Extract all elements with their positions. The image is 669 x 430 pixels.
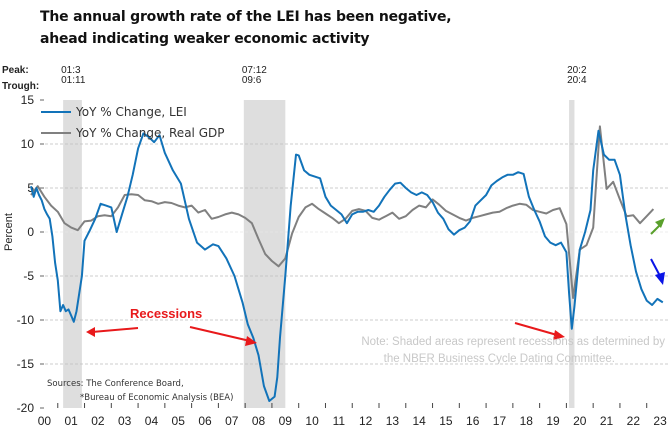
gdp-up-arrow-head xyxy=(655,218,665,228)
arrow-2020 xyxy=(514,322,558,336)
y-tick-label: -5 xyxy=(23,269,34,283)
y-tick-label: 10 xyxy=(21,137,35,151)
recession-band xyxy=(63,100,82,408)
x-tick-label: 12 xyxy=(359,414,373,428)
series-lines xyxy=(30,125,664,402)
legend-label-gdp: YoY % Change, Real GDP xyxy=(75,126,224,140)
series-line-lei xyxy=(30,129,664,402)
x-tick-label: 07 xyxy=(225,414,239,428)
lei-down-arrow-shaft xyxy=(650,258,661,277)
x-tick-label: 21 xyxy=(600,414,614,428)
trough-label: Trough: xyxy=(2,81,39,92)
x-tick-label: 00 xyxy=(38,414,52,428)
x-tick-label: 06 xyxy=(198,414,212,428)
x-tick-label: 01 xyxy=(64,414,78,428)
x-tick-label: 05 xyxy=(172,414,186,428)
x-tick-label: 17 xyxy=(493,414,507,428)
recession-band xyxy=(569,100,575,408)
x-tick-label: 04 xyxy=(145,414,159,428)
trough-date: 09:6 xyxy=(242,75,262,86)
peak-date: 07:12 xyxy=(242,65,267,76)
x-tick-label: 15 xyxy=(439,414,453,428)
title-line-1: The annual growth rate of the LEI has be… xyxy=(40,9,452,25)
arrow-2001 xyxy=(91,327,139,333)
recessions-annotation: Recessions xyxy=(130,306,202,321)
x-tick-label: 23 xyxy=(653,414,667,428)
source-line-2: *Bureau of Economic Analysis (BEA) xyxy=(80,393,233,403)
series-line-gdp xyxy=(30,125,655,299)
note-line-2: the NBER Business Cycle Dating Committee… xyxy=(384,353,615,365)
peak-date: 20:2 xyxy=(567,65,587,76)
y-axis-label: Percent xyxy=(3,213,15,251)
x-tick-label: 22 xyxy=(627,414,641,428)
arrow-2008-head xyxy=(245,336,257,346)
y-tick-label: 0 xyxy=(27,225,34,239)
x-tick-label: 10 xyxy=(305,414,319,428)
peak-label: Peak: xyxy=(2,65,29,76)
trough-date: 01:11 xyxy=(61,75,86,86)
x-tick-label: 02 xyxy=(91,414,105,428)
arrow-2001-head xyxy=(86,327,95,337)
recession-arrows xyxy=(86,322,565,346)
y-tick-label: -20 xyxy=(17,401,35,415)
note-line-1: Note: Shaded areas represent recessions … xyxy=(361,336,665,348)
lei-down-arrow xyxy=(650,258,665,285)
x-tick-label: 09 xyxy=(279,414,293,428)
title-line-2: ahead indicating weaker economic activit… xyxy=(40,31,370,47)
chart-title: The annual growth rate of the LEI has be… xyxy=(40,6,452,50)
x-tick-label: 18 xyxy=(520,414,534,428)
legend: YoY % Change, LEI YoY % Change, Real GDP xyxy=(41,105,224,140)
x-tick-label: 19 xyxy=(546,414,560,428)
y-tick-label: 15 xyxy=(21,93,35,107)
x-tick-label: 13 xyxy=(386,414,400,428)
lei-down-arrow-head xyxy=(655,272,665,285)
legend-label-lei: YoY % Change, LEI xyxy=(75,105,187,119)
trough-date: 20:4 xyxy=(567,75,587,86)
grid-lines xyxy=(40,143,669,365)
arrow-2008 xyxy=(189,326,251,342)
y-tick-label: -10 xyxy=(17,313,35,327)
x-tick-label: 20 xyxy=(573,414,587,428)
source-line-1: Sources: The Conference Board, xyxy=(47,379,184,389)
y-tick-label: -15 xyxy=(17,357,35,371)
x-axis: 00 01 02 03 04 05 06 07 08 09 10 11 12 13 14 15 16 17 18 19… xyxy=(38,403,667,428)
x-tick-label: 16 xyxy=(466,414,480,428)
x-tick-label: 14 xyxy=(412,414,426,428)
x-tick-label: 03 xyxy=(118,414,132,428)
gdp-up-arrow xyxy=(650,218,665,235)
x-tick-label: 08 xyxy=(252,414,266,428)
x-tick-label: 11 xyxy=(333,414,346,428)
peak-date: 01:3 xyxy=(61,65,81,76)
arrow-2020-head xyxy=(553,330,565,340)
